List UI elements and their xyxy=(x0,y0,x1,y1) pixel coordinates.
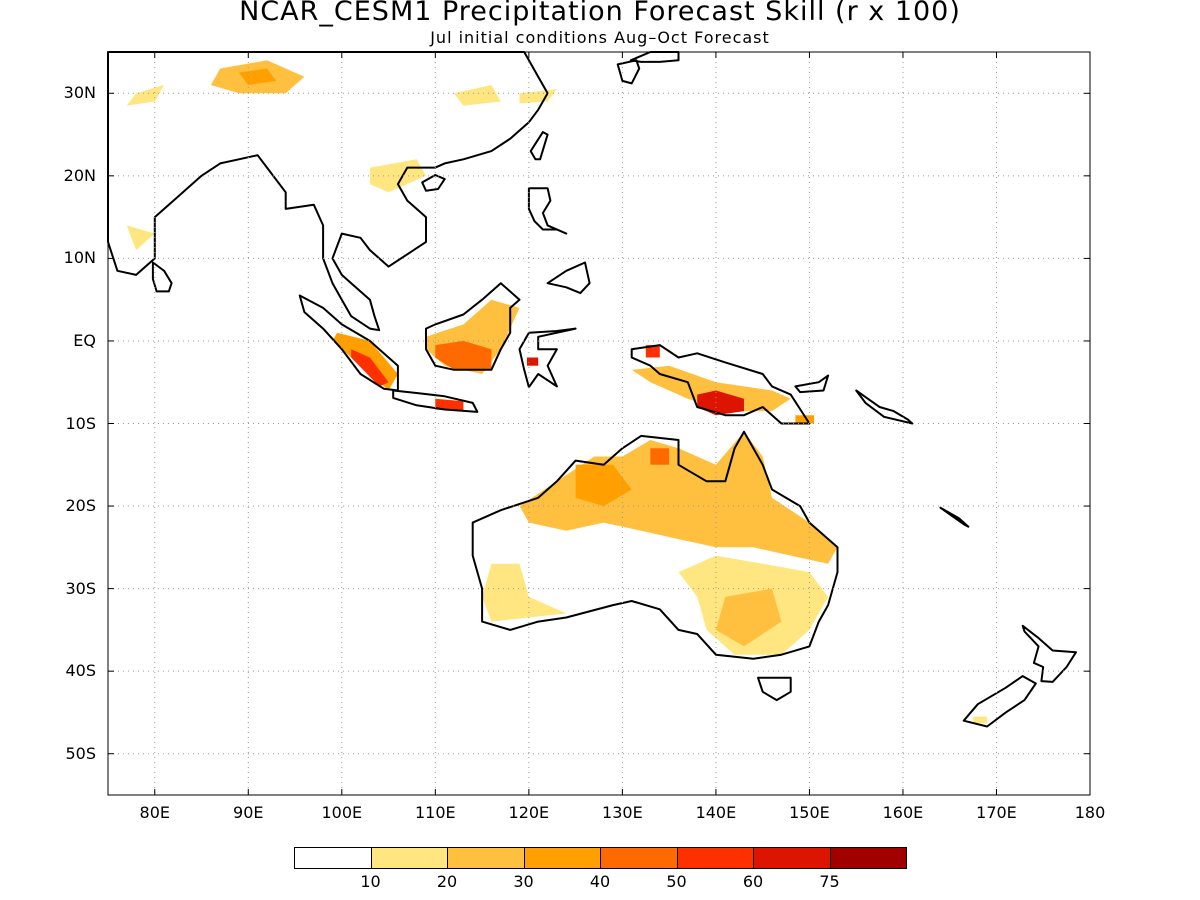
coastline-nz-south xyxy=(962,675,1037,728)
lat-label: 30N xyxy=(63,83,96,103)
skill-region-australia-nw-core xyxy=(575,464,632,507)
coastline-layer xyxy=(107,51,1077,728)
coastline-mindanao xyxy=(546,261,591,295)
skill-region-sumatra-core xyxy=(351,349,389,387)
skill-region-china-central xyxy=(454,85,501,106)
coastline-sri-lanka xyxy=(151,261,173,293)
colorbar-tick-label: 30 xyxy=(513,872,534,891)
skill-shading-layer xyxy=(126,60,988,724)
lat-label: 50S xyxy=(65,743,96,763)
chart-subtitle: Jul initial conditions Aug–Oct Forecast xyxy=(430,28,770,47)
colorbar-swatch xyxy=(294,847,372,869)
lat-label: 20S xyxy=(65,496,96,516)
skill-region-australia-n-core xyxy=(650,448,670,465)
lon-label: 110E xyxy=(415,803,456,822)
coastline-solomons xyxy=(855,389,914,425)
coastline-new-caledonia xyxy=(939,506,970,528)
lon-label: 170E xyxy=(976,803,1017,822)
coastline-nz-north xyxy=(1021,624,1077,683)
lon-label: 150E xyxy=(789,803,830,822)
colorbar-swatch xyxy=(370,847,448,869)
lat-label: 10N xyxy=(63,248,96,268)
lat-label: 30S xyxy=(65,578,96,598)
colorbar-tick-label: 50 xyxy=(666,872,687,891)
lat-label: 40S xyxy=(65,661,96,681)
lat-label: 10S xyxy=(65,413,96,433)
colorbar-tick-label: 75 xyxy=(819,872,840,891)
colorbar-swatch xyxy=(523,847,601,869)
skill-region-south-asia-nw xyxy=(126,85,165,106)
colorbar-tick-label: 10 xyxy=(360,872,381,891)
skill-region-new-guinea-core xyxy=(697,390,744,416)
lon-label: 180 xyxy=(1074,803,1106,822)
lon-label: 140E xyxy=(695,803,737,822)
lon-label: 120E xyxy=(508,803,550,822)
lon-label: 100E xyxy=(321,803,363,822)
skill-region-australia-west xyxy=(482,563,567,622)
lon-label: 160E xyxy=(882,803,924,822)
coastline-java xyxy=(392,389,479,413)
chart-title: NCAR_CESM1 Precipitation Forecast Skill … xyxy=(239,0,961,27)
coastline-japan-honshu xyxy=(629,51,680,63)
colorbar-tick-label: 20 xyxy=(436,872,458,891)
skill-region-sulawesi xyxy=(527,357,539,366)
coastline-australia xyxy=(471,430,839,660)
skill-region-china-south xyxy=(519,89,557,104)
coastline-tasmania xyxy=(757,676,792,702)
colorbar-swatch xyxy=(753,847,831,869)
coastline-new-guinea xyxy=(630,344,811,425)
skill-region-india-west xyxy=(126,225,155,251)
skill-region-java xyxy=(435,398,464,412)
colorbar-tick-label: 60 xyxy=(742,872,764,891)
coastline-hainan xyxy=(421,174,446,192)
lon-label: 80E xyxy=(139,803,170,822)
lat-label: EQ xyxy=(73,330,96,350)
lon-label: 130E xyxy=(602,803,643,822)
colorbar-swatch xyxy=(447,847,525,869)
colorbar-swatch xyxy=(676,847,754,869)
gridlines xyxy=(108,52,1091,795)
skill-region-australia-se-core xyxy=(715,588,782,647)
colorbar-swatch xyxy=(600,847,678,869)
coastline-japan-kyushu xyxy=(616,59,641,85)
coastline-taiwan xyxy=(529,131,549,161)
colorbar-tick-label: 40 xyxy=(589,872,611,891)
skill-region-borneo-core xyxy=(435,340,492,370)
axis-ticks xyxy=(108,52,1091,795)
coastline-new-britain xyxy=(794,374,830,394)
coastline-borneo xyxy=(425,282,521,371)
skill-region-new-guinea-west xyxy=(645,345,660,358)
coastline-luzon xyxy=(527,187,568,235)
skill-region-nz xyxy=(973,716,988,724)
lon-label: 90E xyxy=(233,803,264,822)
colorbar-swatch xyxy=(829,847,907,869)
lat-label: 20N xyxy=(63,165,96,185)
